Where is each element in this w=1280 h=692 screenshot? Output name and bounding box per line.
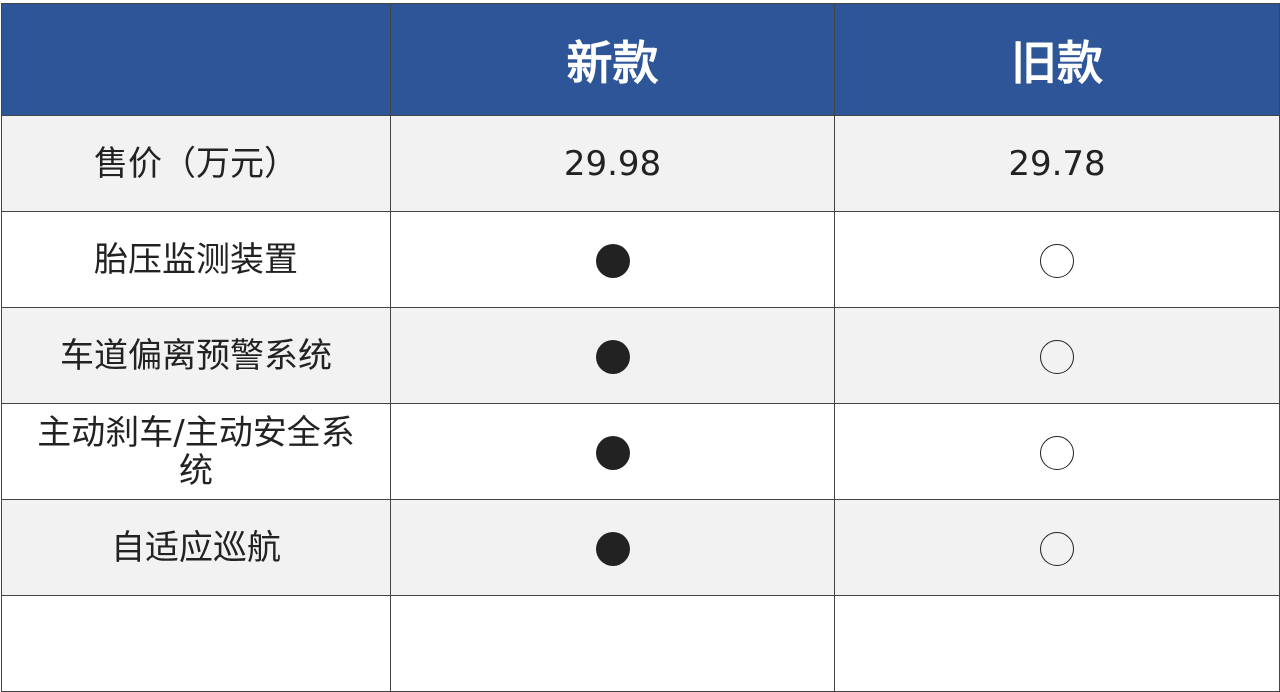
empty-circle-icon [1040,340,1074,374]
table-row: 售价（万元） 29.98 29.78 [1,115,1280,212]
header-empty-cell [1,3,391,116]
header-row: 新款 旧款 [1,3,1280,116]
table-row: 胎压监测装置 [1,211,1280,308]
row-label: 胎压监测装置 [1,211,391,308]
table-row-partial [1,595,1280,692]
filled-circle-icon [595,340,630,374]
empty-circle-icon [1040,436,1074,470]
table-row: 车道偏离预警系统 [1,307,1280,404]
row-label: 自适应巡航 [1,499,391,596]
comparison-table: 新款 旧款 售价（万元） 29.98 29.78 胎压监测装置 车道偏离预警系统… [1,3,1280,692]
table-row: 主动刹车/主动安全系统 [1,403,1280,500]
header-new-model: 新款 [390,3,835,116]
row-label: 车道偏离预警系统 [1,307,391,404]
old-price: 29.78 [834,115,1280,212]
table-row: 自适应巡航 [1,499,1280,596]
filled-circle-icon [595,532,630,566]
header-old-model: 旧款 [834,3,1280,116]
filled-circle-icon [595,244,630,278]
row-label: 售价（万元） [1,115,391,212]
new-price: 29.98 [390,115,835,212]
empty-circle-icon [1040,532,1074,566]
row-label: 主动刹车/主动安全系统 [1,403,391,500]
empty-circle-icon [1040,244,1074,278]
filled-circle-icon [595,436,630,470]
